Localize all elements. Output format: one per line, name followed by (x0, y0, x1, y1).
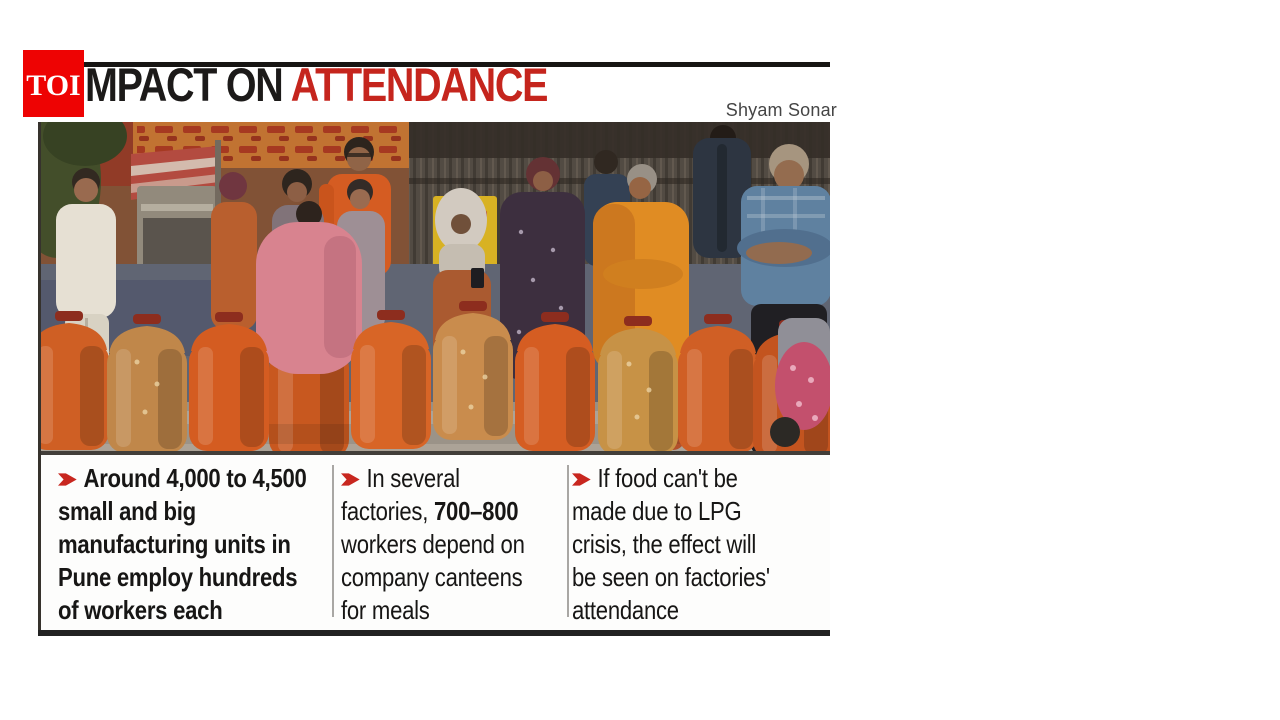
photo-credit: Shyam Sonar (725, 100, 837, 120)
fact-2-line-4: company canteens (341, 562, 523, 592)
fact-item-3: If food can't be made due to LPG crisis,… (572, 462, 836, 627)
fact-1-line-2: small and big (58, 496, 196, 526)
fact-2-line-3: workers depend on (341, 529, 525, 559)
fact-2-line-2-bold: 700–800 (434, 496, 519, 526)
toi-logo-text: TOI (26, 69, 81, 102)
person-backpack (693, 125, 751, 258)
fact-1-line-3: manufacturing units in (58, 529, 291, 559)
facts-panel: Around 4,000 to 4,500 small and big manu… (41, 455, 830, 630)
arrow-bullet-icon (58, 473, 77, 486)
person-maroon-scarf (211, 172, 257, 330)
headline-top-rule (40, 62, 830, 67)
photo-tint-overlay (41, 122, 830, 455)
fact-3-line-4: be seen on factories' (572, 562, 770, 592)
headline-red-part: ATTENDANCE (290, 58, 549, 111)
frame-left-border (38, 122, 41, 636)
lpg-queue-photo-illustration (41, 122, 830, 455)
fact-3-line-1: If food can't be (597, 463, 738, 493)
lpg-queue-photo (41, 122, 830, 455)
fact-3-line-5: attendance (572, 595, 679, 625)
frame-bottom-border (38, 630, 830, 636)
fact-item-1: Around 4,000 to 4,500 small and big manu… (58, 462, 339, 627)
fact-2-line-2: factories, (341, 496, 435, 526)
page-title: MPACT ON ATTENDANCE (85, 58, 549, 111)
fact-1-line-4: Pune employ hundreds (58, 562, 298, 592)
person-pink-sitting (256, 201, 362, 374)
fact-1-line-1: Around 4,000 to 4,500 (83, 463, 307, 493)
column-divider-1 (332, 465, 334, 617)
arrow-bullet-icon (341, 473, 360, 486)
lpg-cylinders-row (41, 301, 830, 455)
toi-logo: TOI (23, 50, 84, 117)
fact-3-line-2: made due to LPG (572, 496, 742, 526)
arrow-bullet-icon (572, 473, 591, 486)
fact-2-line-5: for meals (341, 595, 430, 625)
fact-1-line-5: of workers each (58, 595, 223, 625)
scooter-with-bags (770, 318, 830, 447)
column-divider-2 (567, 465, 569, 617)
photo-bottom-edge (41, 451, 830, 455)
fact-2-line-1: In several (366, 463, 461, 493)
headline-black-part: MPACT ON (85, 58, 291, 111)
fact-3-line-3: crisis, the effect will (572, 529, 757, 559)
fact-item-2: In several factories, 700–800 workers de… (341, 462, 579, 627)
